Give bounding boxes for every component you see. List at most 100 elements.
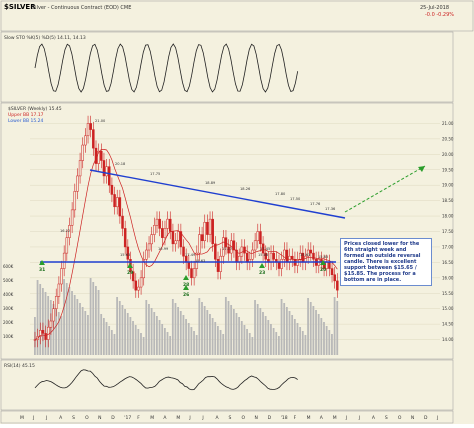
volume-bar: [63, 279, 65, 355]
x-axis-label: M: [176, 415, 180, 421]
candle-body: [62, 252, 66, 269]
volume-bar: [254, 300, 256, 355]
volume-bar: [227, 301, 230, 355]
y-tick-label: 17.00: [442, 244, 454, 249]
projection-arrow-line: [344, 165, 426, 213]
volume-bar: [317, 314, 320, 355]
x-axis-label: D: [268, 415, 272, 421]
volume-bar: [105, 322, 108, 355]
volume-bar: [333, 297, 336, 355]
candle-body: [169, 218, 172, 232]
candle-body: [41, 330, 45, 334]
candle-body: [97, 150, 100, 164]
volume-bar: [285, 307, 288, 355]
candle-body: [150, 234, 153, 245]
volume-bar: [36, 280, 39, 355]
y-tick-label: 20.00: [442, 152, 454, 157]
volume-bar: [246, 329, 248, 355]
volume-tick-label: 100K: [3, 334, 14, 339]
volume-bar: [179, 311, 182, 355]
candle-body: [92, 129, 95, 149]
price-labels: 21.00 20.18 17.75 18.89 18.26 17.80 17.76 16.99…: [60, 119, 336, 263]
candle-body: [68, 225, 71, 238]
volume-bar: [118, 301, 121, 355]
candle-body: [137, 286, 140, 291]
x-axis-label: J: [45, 415, 47, 421]
x-axis-label: N: [98, 415, 101, 421]
volume-bar: [209, 314, 211, 355]
candle-body: [76, 175, 79, 192]
volume-bar: [309, 302, 312, 355]
volume-bar: [97, 290, 100, 355]
volume-bar: [71, 291, 73, 355]
candle-body: [110, 184, 114, 195]
volume-bar: [76, 299, 79, 355]
price-label: 16.22: [60, 229, 70, 233]
volume-bar: [102, 318, 105, 355]
x-axis-label: J: [436, 415, 438, 421]
candle-body: [245, 252, 249, 263]
price-label: 21.00: [95, 119, 106, 123]
candle-body: [200, 234, 204, 242]
volume-bar: [336, 301, 339, 355]
x-axis-label: A: [59, 415, 63, 421]
candle-body: [195, 252, 199, 269]
volume-bar: [262, 312, 264, 355]
candle-body: [216, 259, 220, 272]
volume-bar: [193, 331, 195, 355]
candle-body: [285, 249, 289, 263]
candle-body: [113, 194, 116, 208]
x-axis-panel: [0, 410, 454, 424]
candle-body: [280, 259, 283, 269]
rsi-label: RSI(14) 45.15: [4, 363, 35, 369]
volume-bar: [235, 313, 238, 355]
legend-line-1: $SILVER (Weekly) 15.45: [8, 106, 62, 112]
candle-body: [121, 215, 124, 229]
y-tick-label: 20.50: [442, 136, 454, 141]
x-axis-label: S: [385, 415, 388, 421]
volume-bar: [293, 319, 296, 355]
volume-bar: [156, 316, 158, 355]
x-axis-label: '18: [281, 415, 288, 421]
price-label: 17.36: [325, 207, 336, 211]
candle-body: [131, 271, 135, 282]
x-axis-labels: M J J A S O N D '17 F M A M J J A S O N D '18 F M A M J J A S O N D J: [20, 415, 438, 421]
volume-bar: [288, 311, 291, 355]
price-label: 17.80: [275, 192, 286, 196]
volume-bar: [222, 334, 225, 355]
candle-body: [84, 135, 87, 146]
volume-bar: [320, 318, 323, 355]
candle-body: [105, 166, 108, 177]
volume-bar: [121, 305, 124, 355]
volume-bar: [278, 336, 280, 355]
rsi-panel: [0, 359, 454, 411]
volume-tick-label: 500K: [3, 278, 14, 283]
candle-body: [224, 237, 228, 248]
volume-bar: [145, 300, 148, 355]
volume-bar: [140, 333, 142, 355]
candle-body: [283, 249, 286, 260]
volume-tick-label: 300K: [3, 306, 14, 311]
candle-body: [73, 191, 77, 211]
volume-bar: [92, 282, 95, 355]
volume-bar: [68, 287, 71, 355]
candle-body: [272, 252, 275, 260]
y-tick-label: 15.00: [442, 306, 454, 311]
stochastic-line: [34, 43, 299, 93]
volume-bar: [65, 283, 68, 355]
volume-bar: [110, 330, 113, 355]
candle-body: [176, 231, 180, 242]
x-axis-label: A: [163, 415, 167, 421]
candle-body: [227, 246, 230, 254]
volume-bar: [81, 307, 84, 355]
candle-body: [179, 231, 183, 248]
candle-body: [163, 228, 167, 238]
candle-body: [190, 268, 193, 279]
x-axis-label: D: [424, 415, 428, 421]
candle-body: [251, 249, 254, 260]
y-tick-label: 16.00: [442, 275, 454, 280]
price-panel: [0, 102, 454, 360]
marker-arrow: [183, 275, 189, 280]
volume-bar: [328, 330, 331, 355]
